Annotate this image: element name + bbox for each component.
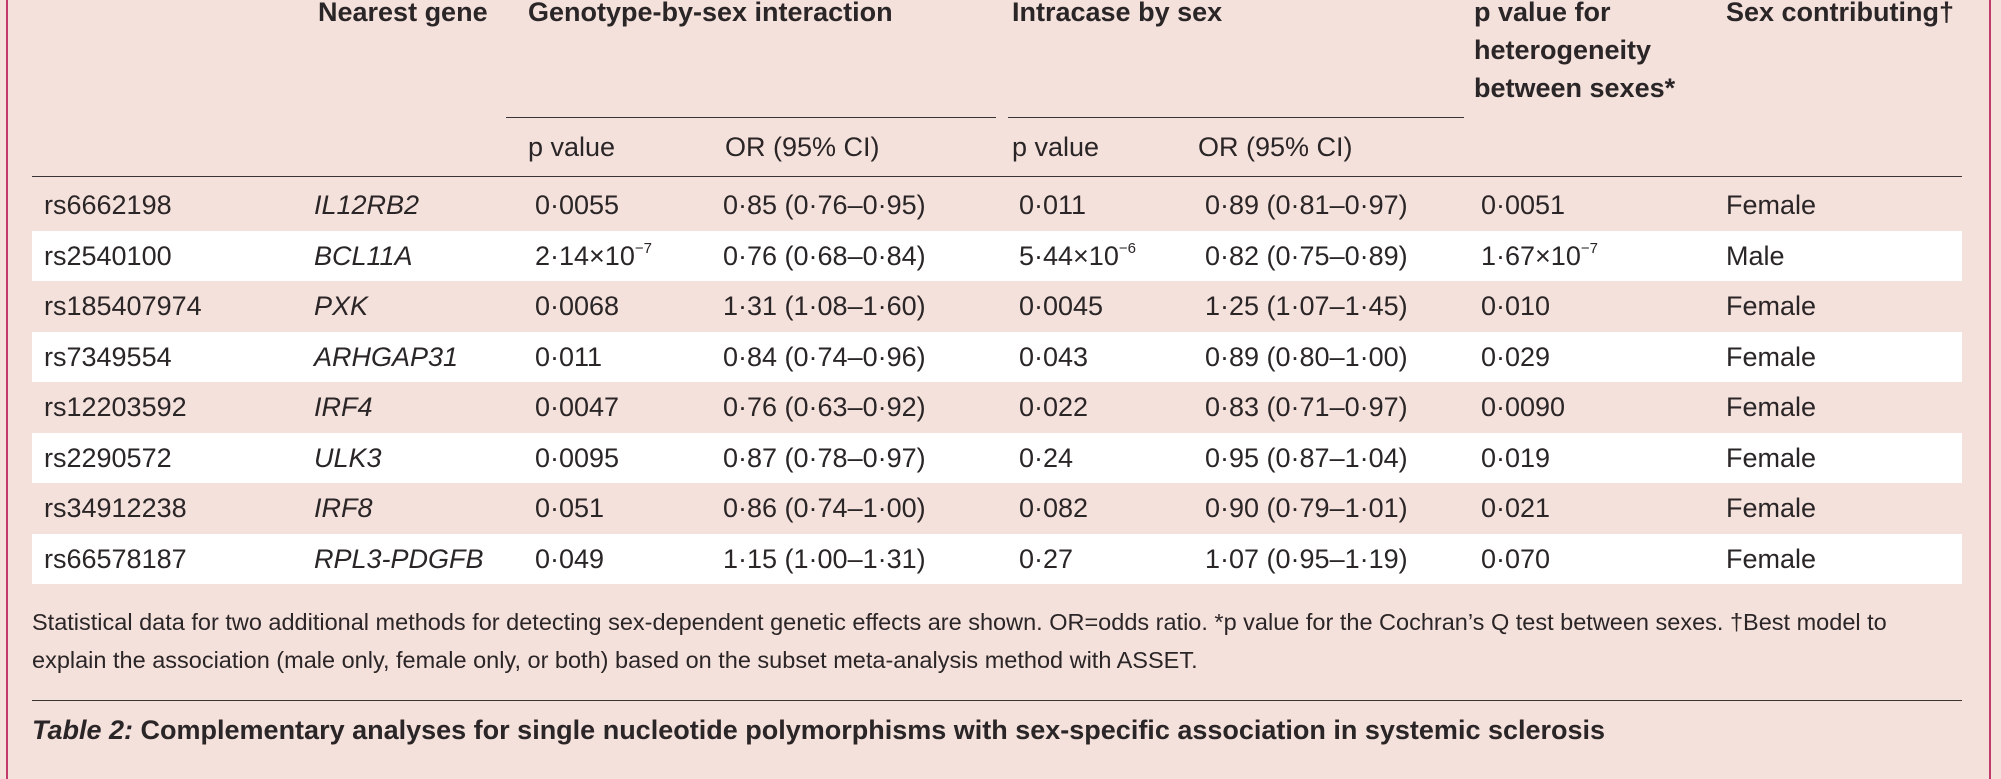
snp-cell: rs7349554 xyxy=(44,341,172,372)
interaction-p-cell: 2·14×10−7 xyxy=(535,239,652,271)
header-heterogeneity-line1: p value for xyxy=(1474,0,1611,27)
table-footnote: Statistical data for two additional meth… xyxy=(32,609,1887,673)
intracase-or-cell: 1·25 (1·07–1·45) xyxy=(1205,291,1408,321)
heterogeneity-p-cell: 0·0051 xyxy=(1481,190,1566,220)
table-row: rs185407974 PXK 0·0068 1·31 (1·08–1·60) … xyxy=(32,281,1962,332)
sex-cell: Female xyxy=(1726,442,1817,473)
interaction-p-cell: 0·0095 xyxy=(535,442,620,473)
snp-cell: rs2540100 xyxy=(44,240,172,271)
subheader-interaction-p: p value xyxy=(528,132,616,162)
intracase-or-cell: 0·82 (0·75–0·89) xyxy=(1205,240,1408,271)
intracase-or-cell: 0·95 (0·87–1·04) xyxy=(1205,442,1408,473)
gene-cell: IRF4 xyxy=(314,392,373,422)
interaction-p-cell: 0·0068 xyxy=(535,291,620,321)
heterogeneity-p-cell: 0·019 xyxy=(1481,442,1551,473)
interaction-or-cell: 0·76 (0·68–0·84) xyxy=(723,240,926,271)
subheader-intracase-p: p value xyxy=(1012,132,1100,162)
interaction-or-cell: 1·15 (1·00–1·31) xyxy=(723,543,926,574)
gene-cell: RPL3-PDGFB xyxy=(314,543,484,574)
heterogeneity-p-cell: 0·0090 xyxy=(1481,392,1566,422)
interaction-or-cell: 0·84 (0·74–0·96) xyxy=(723,341,926,372)
intracase-p-cell: 0·27 xyxy=(1019,543,1074,574)
sex-cell: Female xyxy=(1726,341,1817,372)
page-frame xyxy=(6,0,1991,779)
header-heterogeneity-line3: between sexes* xyxy=(1474,73,1676,103)
intracase-or-cell: 1·07 (0·95–1·19) xyxy=(1205,543,1408,574)
subheader-interaction-or: OR (95% CI) xyxy=(725,132,880,162)
intracase-or-cell: 0·83 (0·71–0·97) xyxy=(1205,392,1408,422)
snp-cell: rs2290572 xyxy=(44,442,172,473)
heterogeneity-p-cell: 0·029 xyxy=(1481,341,1551,372)
caption-rule xyxy=(32,700,1962,701)
table-row: rs66578187 RPL3-PDGFB 0·049 1·15 (1·00–1… xyxy=(32,533,1962,584)
interaction-or-cell: 0·85 (0·76–0·95) xyxy=(723,190,926,220)
table-row: rs6662198 IL12RB2 0·0055 0·85 (0·76–0·95… xyxy=(32,180,1962,231)
sex-cell: Male xyxy=(1726,240,1785,271)
sex-cell: Female xyxy=(1726,392,1817,422)
interaction-p-cell: 0·051 xyxy=(535,493,605,523)
gene-cell: ARHGAP31 xyxy=(314,341,459,372)
table-body: rs6662198 IL12RB2 0·0055 0·85 (0·76–0·95… xyxy=(32,180,1962,584)
interaction-or-cell: 0·76 (0·63–0·92) xyxy=(723,392,926,422)
interaction-p-cell: 0·011 xyxy=(535,341,603,372)
sex-cell: Female xyxy=(1726,493,1817,523)
interaction-or-cell: 1·31 (1·08–1·60) xyxy=(723,291,926,321)
table-row: rs2540100 BCL11A 2·14×10−7 0·76 (0·68–0·… xyxy=(32,230,1962,281)
intracase-p-cell: 0·24 xyxy=(1019,442,1074,473)
subheader-intracase-or: OR (95% CI) xyxy=(1198,132,1353,162)
header-heterogeneity-line2: heterogeneity xyxy=(1474,35,1652,65)
gene-cell: ULK3 xyxy=(314,442,382,473)
gene-cell: IRF8 xyxy=(314,493,373,523)
gene-cell: IL12RB2 xyxy=(314,190,420,220)
intracase-p-cell: 0·043 xyxy=(1019,341,1089,372)
caption-label: Table 2: xyxy=(32,715,134,745)
table-row: rs2290572 ULK3 0·0095 0·87 (0·78–0·97) 0… xyxy=(32,432,1962,483)
header-intracase-by-sex: Intracase by sex xyxy=(1012,0,1223,27)
table-row: rs7349554 ARHGAP31 0·011 0·84 (0·74–0·96… xyxy=(32,331,1962,382)
interaction-p-cell: 0·0055 xyxy=(535,190,620,220)
table-caption: Table 2: Complementary analyses for sing… xyxy=(32,710,1962,750)
sex-cell: Female xyxy=(1726,291,1817,321)
heterogeneity-p-cell: 0·070 xyxy=(1481,543,1551,574)
header-genotype-by-sex: Genotype-by-sex interaction xyxy=(528,0,893,27)
sex-cell: Female xyxy=(1726,190,1817,220)
snp-cell: rs6662198 xyxy=(44,190,172,220)
interaction-p-cell: 0·0047 xyxy=(535,392,620,422)
interaction-p-cell: 0·049 xyxy=(535,543,605,574)
group-rule-intracase xyxy=(1008,117,1464,118)
snp-cell: rs66578187 xyxy=(44,543,187,574)
snp-cell: rs12203592 xyxy=(44,392,187,422)
snp-cell: rs34912238 xyxy=(44,493,187,523)
header-sex-contributing: Sex contributing† xyxy=(1726,0,1955,27)
intracase-p-cell: 0·0045 xyxy=(1019,291,1104,321)
header-rule xyxy=(32,176,1962,177)
intracase-p-cell: 5·44×10−6 xyxy=(1019,239,1136,271)
snp-cell: rs185407974 xyxy=(44,291,202,321)
table-row: rs12203592 IRF4 0·0047 0·76 (0·63–0·92) … xyxy=(32,382,1962,433)
intracase-p-cell: 0·022 xyxy=(1019,392,1089,422)
gene-cell: BCL11A xyxy=(314,240,413,271)
intracase-or-cell: 0·90 (0·79–1·01) xyxy=(1205,493,1408,523)
intracase-or-cell: 0·89 (0·80–1·00) xyxy=(1205,341,1408,372)
group-rule-interaction xyxy=(506,117,996,118)
gene-cell: PXK xyxy=(314,291,369,321)
interaction-or-cell: 0·87 (0·78–0·97) xyxy=(723,442,926,473)
sex-cell: Female xyxy=(1726,543,1817,574)
header-nearest-gene: Nearest gene xyxy=(318,0,488,27)
heterogeneity-p-cell: 1·67×10−7 xyxy=(1481,239,1598,271)
heterogeneity-p-cell: 0·021 xyxy=(1481,493,1551,523)
intracase-p-cell: 0·082 xyxy=(1019,493,1089,523)
caption-text: Complementary analyses for single nucleo… xyxy=(133,715,1606,745)
interaction-or-cell: 0·86 (0·74–1·00) xyxy=(723,493,926,523)
intracase-p-cell: 0·011 xyxy=(1019,190,1087,220)
table-row: rs34912238 IRF8 0·051 0·86 (0·74–1·00) 0… xyxy=(32,483,1962,534)
intracase-or-cell: 0·89 (0·81–0·97) xyxy=(1205,190,1408,220)
heterogeneity-p-cell: 0·010 xyxy=(1481,291,1551,321)
